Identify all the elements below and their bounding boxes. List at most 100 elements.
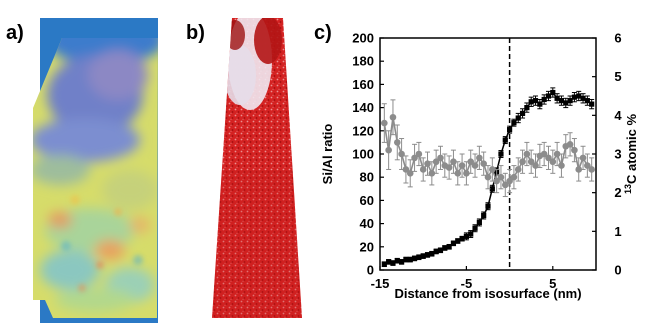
data-point-circle xyxy=(385,146,392,154)
panel-label-a: a) xyxy=(6,22,24,44)
x-tick-label: 5 xyxy=(549,276,556,291)
data-point-circle xyxy=(450,158,457,166)
panel-label-c: c) xyxy=(314,22,332,44)
data-point-circle xyxy=(523,150,531,158)
y-left-axis-title: Si/Al ratio xyxy=(320,124,335,185)
data-point-circle xyxy=(445,164,453,171)
data-point-circle xyxy=(489,166,496,173)
data-point-circle xyxy=(588,166,595,173)
data-point-circle xyxy=(549,158,557,166)
series-si-al xyxy=(381,87,595,268)
data-point-circle xyxy=(437,154,444,162)
data-point-circle xyxy=(411,154,418,162)
data-point-circle xyxy=(419,166,427,173)
data-point-circle xyxy=(406,170,414,177)
data-point-square xyxy=(437,247,444,253)
data-point-square xyxy=(394,258,400,264)
data-point-square xyxy=(519,110,526,116)
data-point-square xyxy=(528,99,534,105)
y-left-tick-label: 160 xyxy=(352,77,374,92)
y-left-tick-label: 20 xyxy=(360,239,374,254)
y-right-tick-label: 1 xyxy=(614,224,621,239)
y-left-tick-label: 200 xyxy=(352,31,374,46)
data-point-square xyxy=(558,98,565,104)
x-tick-label: -5 xyxy=(461,276,473,291)
data-point-square xyxy=(537,101,543,107)
panel-a-concentration-map xyxy=(33,18,158,323)
data-point-square xyxy=(485,203,491,209)
data-point-square xyxy=(576,93,582,99)
data-point-square xyxy=(541,96,547,103)
data-point-square xyxy=(507,127,513,133)
data-point-square xyxy=(429,251,435,257)
y-right-axis-title: 13C atomic % xyxy=(623,114,639,195)
y-left-tick-label: 0 xyxy=(367,263,374,278)
data-point-circle xyxy=(584,162,591,169)
data-point-square xyxy=(424,252,431,258)
data-point-circle xyxy=(381,119,388,127)
data-point-circle xyxy=(467,158,475,166)
data-point-circle xyxy=(458,162,466,169)
data-point-circle xyxy=(540,150,548,158)
data-point-square xyxy=(442,245,448,251)
data-point-square xyxy=(498,151,504,157)
data-point-square xyxy=(433,248,439,255)
data-point-square xyxy=(554,95,560,101)
panel-b-atom-map xyxy=(212,18,302,318)
y-left-tick-label: 120 xyxy=(352,123,374,138)
y-right-axis-title-superscript: 13 xyxy=(623,184,633,194)
data-point-square xyxy=(481,212,487,219)
data-point-square xyxy=(532,98,539,104)
y-right-tick-label: 6 xyxy=(614,31,621,46)
data-point-circle xyxy=(493,177,500,185)
data-point-circle xyxy=(398,150,405,158)
data-point-circle xyxy=(402,166,410,173)
data-point-circle xyxy=(454,170,462,177)
y-right-tick-label: 0 xyxy=(614,263,621,278)
data-point-square xyxy=(450,240,457,246)
data-point-square xyxy=(571,94,577,100)
data-point-circle xyxy=(424,160,431,167)
panel-label-b: b) xyxy=(186,22,205,44)
data-point-square xyxy=(446,244,452,250)
data-point-circle xyxy=(415,150,423,158)
data-point-square xyxy=(472,225,478,231)
data-point-circle xyxy=(389,113,397,121)
y-right-tick-label: 5 xyxy=(614,69,621,84)
y-left-tick-label: 100 xyxy=(352,147,374,162)
data-point-square xyxy=(468,231,474,237)
data-point-square xyxy=(580,95,586,101)
chart-c: 0 20 40 60 80 100 120 140 160 180 200 0 1 2 3 4 5 6 -15 -5 5… xyxy=(320,31,639,302)
data-point-circle xyxy=(501,181,509,189)
data-point-circle xyxy=(463,170,470,177)
data-point-square xyxy=(420,253,426,259)
data-point-square xyxy=(386,259,392,265)
data-point-square xyxy=(381,261,387,267)
data-point-square xyxy=(589,101,595,107)
data-point-circle xyxy=(510,173,518,181)
y-left-tick-label: 180 xyxy=(352,54,374,69)
data-point-circle xyxy=(506,177,513,185)
data-point-circle xyxy=(532,162,539,169)
y-right-tick-label: 3 xyxy=(614,147,621,162)
data-point-square xyxy=(524,105,530,111)
data-point-square xyxy=(399,259,405,265)
data-point-circle xyxy=(545,154,552,162)
y-left-tick-label: 80 xyxy=(360,170,374,185)
data-point-square xyxy=(455,238,461,244)
data-point-square xyxy=(403,256,409,263)
data-point-square xyxy=(416,254,422,260)
data-point-circle xyxy=(519,158,526,166)
data-point-circle xyxy=(471,162,479,169)
x-tick-label: -15 xyxy=(371,276,390,291)
data-point-circle xyxy=(480,160,487,167)
y-right-tick-label: 4 xyxy=(614,108,622,123)
data-point-circle xyxy=(497,173,505,181)
data-point-circle xyxy=(393,139,401,146)
data-point-square xyxy=(476,219,482,226)
data-point-circle xyxy=(579,154,587,162)
data-point-circle xyxy=(575,166,583,173)
y-left-tick-label: 140 xyxy=(352,100,374,115)
data-point-square xyxy=(567,98,573,104)
